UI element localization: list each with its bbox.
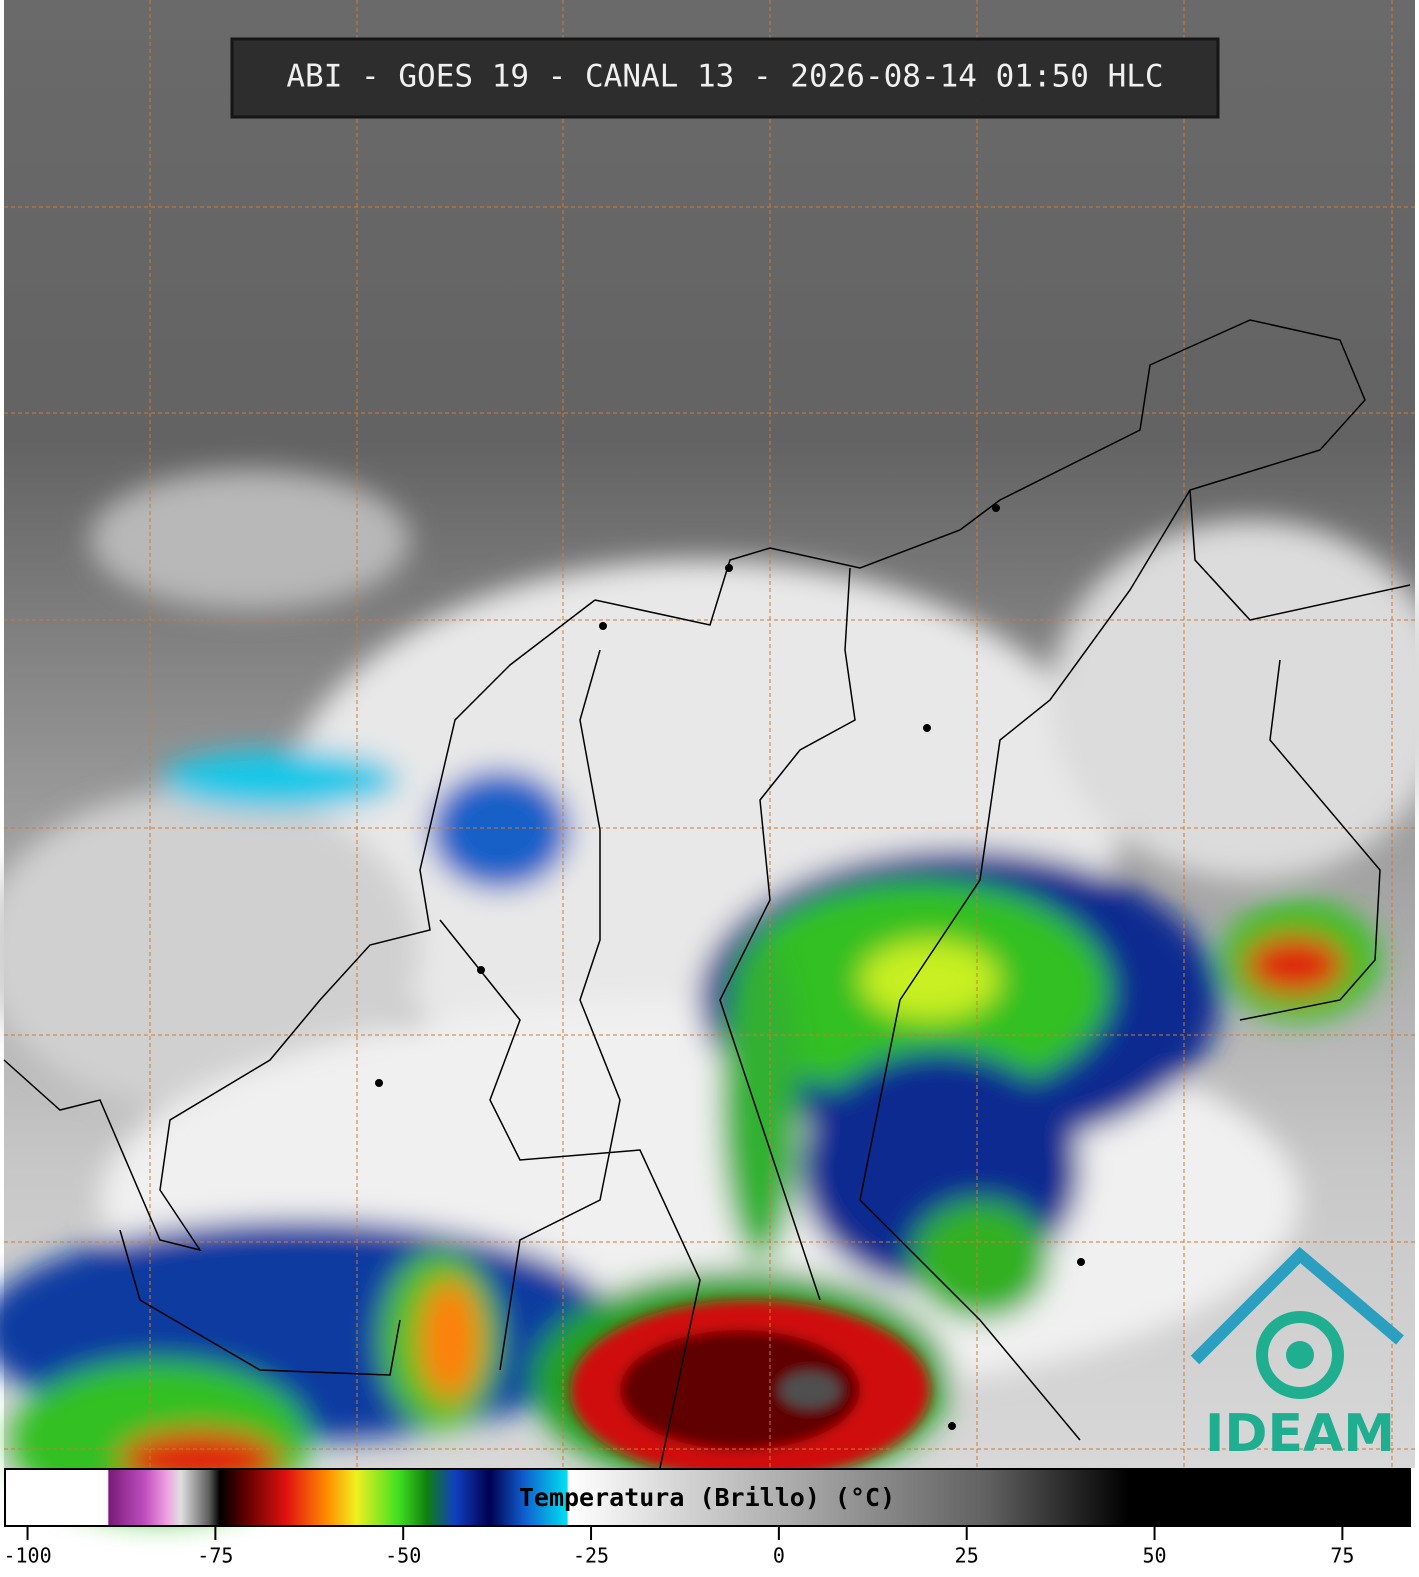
boundaries [3, 319, 1411, 1469]
tick-label: -100 [3, 1544, 51, 1568]
tick-label: 75 [1330, 1544, 1354, 1568]
tick-label: -75 [197, 1544, 233, 1568]
title-box: ABI - GOES 19 - CANAL 13 - 2026-08-14 01… [230, 37, 1220, 119]
tick-label: 50 [1142, 1544, 1166, 1568]
logo-text: IDEAM [1205, 1404, 1395, 1464]
tick-label: 25 [955, 1544, 979, 1568]
city-markers [375, 504, 1085, 1430]
tick-label: -50 [385, 1544, 421, 1568]
tick-label: -25 [573, 1544, 609, 1568]
colorbar-label: Temperatura (Brillo) (°C) [519, 1483, 895, 1512]
cold-cloud-tops [570, 1300, 930, 1480]
tick-label: 0 [773, 1544, 785, 1568]
colorbar [4, 1468, 1411, 1527]
logo: IDEAM [1190, 1246, 1404, 1464]
title: ABI - GOES 19 - CANAL 13 - 2026-08-14 01… [286, 59, 1163, 95]
